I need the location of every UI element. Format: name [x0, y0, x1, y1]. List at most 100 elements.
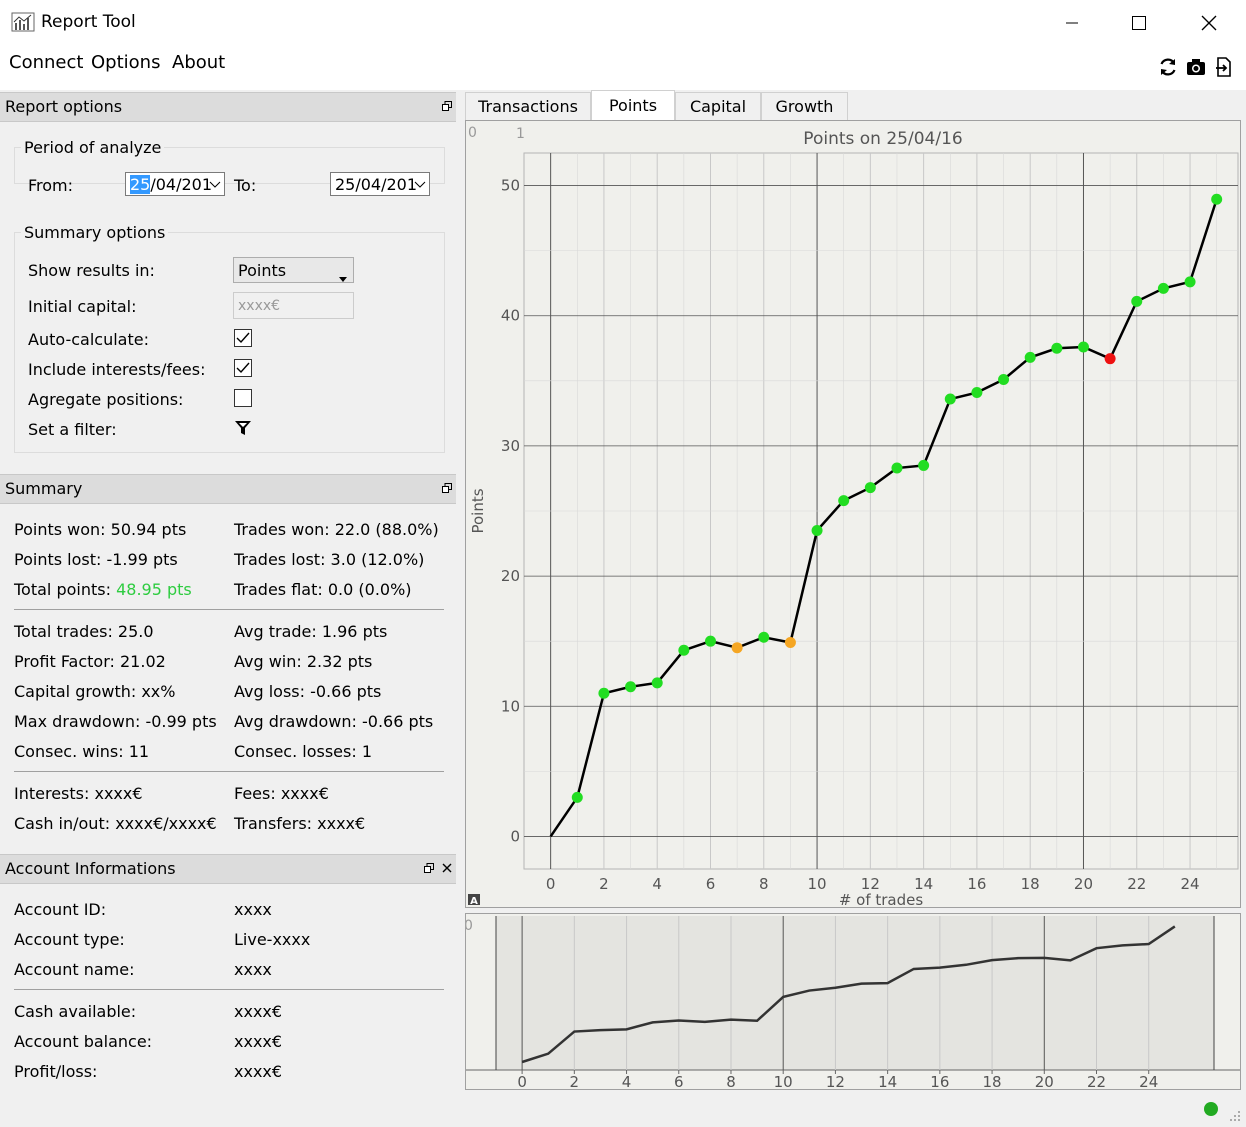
to-date-value: 25/04/201 [335, 174, 418, 194]
y-tick-label: 10 [501, 697, 520, 715]
auto-calculate-checkbox[interactable] [234, 329, 252, 347]
maximize-button[interactable] [1104, 0, 1174, 46]
data-point-win[interactable] [1024, 351, 1036, 363]
show-results-select[interactable]: Points [233, 257, 354, 283]
float-icon[interactable] [422, 861, 436, 875]
splitter[interactable] [458, 92, 463, 1092]
data-point-win[interactable] [864, 482, 876, 494]
data-point-loss[interactable] [1104, 353, 1116, 365]
data-point-win[interactable] [811, 525, 823, 537]
transfers: Transfers: xxxx€ [234, 814, 366, 833]
tab-capital[interactable]: Capital [675, 92, 761, 120]
close-panel-icon[interactable] [440, 861, 454, 875]
x-tick-label: 18 [1021, 875, 1040, 893]
profit-loss-label: Profit/loss: [14, 1062, 98, 1081]
data-point-win[interactable] [625, 681, 637, 693]
data-point-flat[interactable] [731, 642, 743, 654]
from-date-input[interactable]: 25/04/201 [125, 172, 225, 196]
mini-x-tick-label: 22 [1087, 1073, 1106, 1089]
account-header: Account Informations [0, 854, 456, 884]
overview-selection-region[interactable] [496, 916, 1214, 1070]
data-point-win[interactable] [891, 462, 903, 474]
camera-icon[interactable] [1185, 56, 1207, 78]
float-icon[interactable] [440, 481, 454, 495]
data-point-win[interactable] [838, 495, 850, 507]
x-tick-label: 24 [1180, 875, 1199, 893]
to-date-input[interactable]: 25/04/201 [330, 172, 430, 196]
points-won: Points won: 50.94 pts [14, 520, 187, 539]
data-point-win[interactable] [758, 631, 770, 643]
consec-wins: Consec. wins: 11 [14, 742, 150, 761]
fees: Fees: xxxx€ [234, 784, 329, 803]
data-point-win[interactable] [1051, 342, 1063, 354]
data-point-flat[interactable] [784, 636, 796, 648]
aggregate-checkbox[interactable] [234, 389, 252, 407]
checkmark-icon [236, 332, 250, 344]
data-point-win[interactable] [918, 459, 930, 471]
y-tick-label: 0 [510, 827, 520, 845]
chart-title: Points on 25/04/16 [803, 129, 962, 149]
mini-x-tick-label: 16 [930, 1073, 949, 1089]
data-point-win[interactable] [1211, 193, 1223, 205]
data-point-win[interactable] [1184, 276, 1196, 288]
filter-icon[interactable] [235, 420, 251, 440]
y-tick-label: 20 [501, 567, 520, 585]
period-label: Period of analyze [21, 138, 165, 157]
mini-corner-label-0: 0 [466, 918, 473, 934]
auto-calculate-label: Auto-calculate: [28, 330, 149, 349]
data-point-win[interactable] [678, 644, 690, 656]
data-point-win[interactable] [1131, 295, 1143, 307]
include-fees-checkbox[interactable] [234, 359, 252, 377]
minimize-button[interactable] [1037, 0, 1107, 46]
avg-loss: Avg loss: -0.66 pts [234, 682, 382, 701]
data-point-win[interactable] [1077, 341, 1089, 353]
profit-factor: Profit Factor: 21.02 [14, 652, 166, 671]
auto-scale-icon[interactable]: A [468, 894, 480, 907]
chevron-down-icon[interactable] [209, 176, 221, 195]
points-chart[interactable]: 0 1 Points on 25/04/16 # of trades Point… [465, 120, 1241, 909]
capital-growth: Capital growth: xx% [14, 682, 176, 701]
export-icon[interactable] [1213, 56, 1235, 78]
resize-grip-icon[interactable] [1230, 1108, 1242, 1127]
avg-trade: Avg trade: 1.96 pts [234, 622, 388, 641]
y-tick-label: 40 [501, 307, 520, 325]
period-group [14, 147, 445, 184]
data-point-win[interactable] [651, 677, 663, 689]
data-point-win[interactable] [571, 791, 583, 803]
initial-capital-input[interactable]: xxxx€ [233, 292, 354, 319]
tab-growth[interactable]: Growth [761, 92, 848, 120]
overview-series-line [521, 925, 1176, 1064]
tab-transactions[interactable]: Transactions [465, 92, 591, 120]
from-date-rest: /04/201 [150, 174, 213, 194]
data-point-win[interactable] [1157, 282, 1169, 294]
menu-about[interactable]: About [172, 52, 226, 73]
window-title: Report Tool [41, 12, 136, 32]
y-tick-label: 30 [501, 437, 520, 455]
mini-x-tick-label: 8 [726, 1073, 736, 1089]
summary-options-group [14, 232, 445, 453]
data-point-win[interactable] [704, 635, 716, 647]
data-point-win[interactable] [598, 687, 610, 699]
max-drawdown: Max drawdown: -0.99 pts [14, 712, 217, 731]
data-point-win[interactable] [998, 374, 1010, 386]
trades-won: Trades won: 22.0 (88.0%) [234, 520, 439, 539]
tab-points[interactable]: Points [591, 90, 675, 120]
refresh-icon[interactable] [1157, 56, 1179, 78]
menu-connect[interactable]: Connect [9, 52, 84, 73]
chevron-down-icon[interactable] [414, 176, 426, 195]
account-type-label: Account type: [14, 930, 125, 949]
data-point-win[interactable] [944, 393, 956, 405]
divider [14, 989, 444, 990]
total-points: Total points: 48.95 pts [14, 580, 192, 599]
corner-label-1: 1 [516, 126, 525, 142]
close-button[interactable] [1174, 0, 1244, 46]
menu-options[interactable]: Options [91, 52, 161, 73]
x-axis-label: # of trades [839, 891, 924, 907]
mini-x-tick-label: 14 [878, 1073, 897, 1089]
float-icon[interactable] [440, 99, 454, 113]
data-point-win[interactable] [971, 387, 983, 399]
points-chart-svg[interactable]: 0 1 Points on 25/04/16 # of trades Point… [466, 121, 1240, 909]
mini-x-tick-label: 12 [826, 1073, 845, 1089]
